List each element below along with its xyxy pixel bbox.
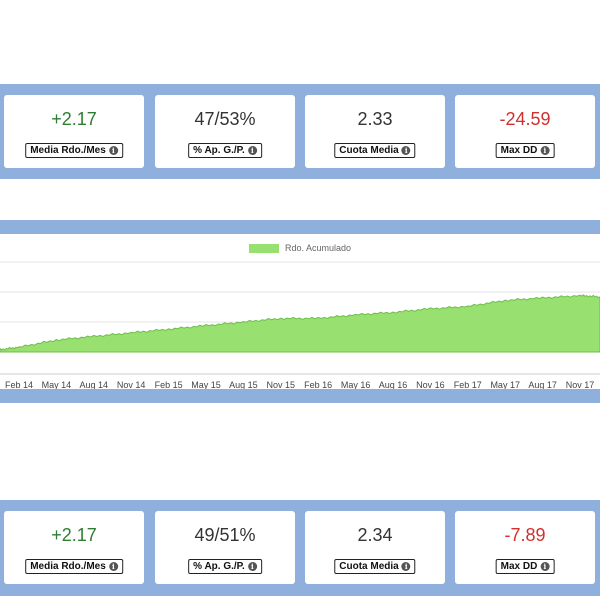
info-icon[interactable]: i: [540, 146, 550, 155]
x-tick-label: Nov 16: [416, 380, 445, 389]
x-tick-label: May 14: [42, 380, 72, 389]
stat-value: 47/53%: [194, 109, 256, 129]
x-tick-label: Nov 14: [117, 380, 146, 389]
legend-swatch: [248, 243, 279, 253]
stat-label: Max DD: [500, 561, 538, 572]
stat-card-cuota: 2.34 Cuota Media i: [305, 511, 445, 584]
chart-card: Feb 14 May 14 Aug 14 Nov 14 Feb 15 May 15 Aug …: [0, 234, 600, 389]
info-icon[interactable]: i: [401, 146, 411, 155]
stat-label-button[interactable]: Max DD i: [495, 559, 555, 574]
stat-label-button[interactable]: Media Rdo./Mes i: [25, 143, 123, 158]
stat-label: Media Rdo./Mes: [30, 561, 106, 572]
x-tick-label: Nov 15: [267, 380, 296, 389]
x-tick-label: Nov 17: [566, 380, 595, 389]
stat-card-aciertos: 47/53% % Ap. G./P. i: [155, 95, 295, 168]
stat-card-cuota: 2.33 Cuota Media i: [305, 95, 445, 168]
stats-panel-bottom: +2.17 Media Rdo./Mes i 49/51% % Ap. G./P.…: [0, 500, 600, 596]
x-tick-label: Feb 14: [5, 380, 33, 389]
x-tick-label: Aug 15: [229, 380, 258, 389]
x-tick-label: Feb 15: [155, 380, 183, 389]
stat-label: Cuota Media: [339, 145, 399, 156]
info-icon[interactable]: i: [247, 146, 257, 155]
stat-card-max-dd: -24.59 Max DD i: [455, 95, 595, 168]
x-tick-label: Aug 14: [80, 380, 109, 389]
area-chart: Feb 14 May 14 Aug 14 Nov 14 Feb 15 May 15 Aug …: [0, 261, 600, 389]
info-icon[interactable]: i: [108, 562, 118, 571]
stat-label: Max DD: [500, 145, 538, 156]
x-tick-label: Aug 17: [528, 380, 557, 389]
x-tick-label: May 17: [490, 380, 520, 389]
stat-value: 2.34: [357, 525, 393, 545]
series-area-rdo-acumulado[interactable]: [0, 294, 600, 353]
info-icon[interactable]: i: [108, 146, 118, 155]
info-icon[interactable]: i: [540, 562, 550, 571]
legend-label: Rdo. Acumulado: [284, 243, 352, 253]
x-tick-label: Feb 17: [454, 380, 482, 389]
stat-card-aciertos: 49/51% % Ap. G./P. i: [155, 511, 295, 584]
stat-card-media-rdo: +2.17 Media Rdo./Mes i: [4, 511, 144, 584]
stat-value: -7.89: [504, 525, 546, 545]
stats-panel-top: +2.17 Media Rdo./Mes i 47/53% % Ap. G./P.…: [0, 84, 600, 179]
x-tick-label: May 16: [341, 380, 371, 389]
x-tick-label: Feb 16: [304, 380, 332, 389]
stat-label-button[interactable]: Cuota Media i: [334, 559, 416, 574]
stat-label-button[interactable]: Media Rdo./Mes i: [25, 559, 123, 574]
stat-value: 2.33: [357, 109, 393, 129]
x-tick-label: Aug 16: [379, 380, 408, 389]
stat-label: Media Rdo./Mes: [30, 145, 106, 156]
stat-label-button[interactable]: Max DD i: [495, 143, 555, 158]
stat-value: -24.59: [499, 109, 551, 129]
stat-label: Cuota Media: [339, 561, 399, 572]
stat-label-button[interactable]: % Ap. G./P. i: [188, 559, 262, 574]
stat-label-button[interactable]: % Ap. G./P. i: [188, 143, 262, 158]
stat-label: % Ap. G./P.: [193, 561, 245, 572]
stat-value: 49/51%: [194, 525, 256, 545]
info-icon[interactable]: i: [401, 562, 411, 571]
chart-legend[interactable]: Rdo. Acumulado: [0, 243, 600, 253]
stat-label-button[interactable]: Cuota Media i: [334, 143, 416, 158]
x-tick-label: May 15: [191, 380, 221, 389]
stat-value: +2.17: [51, 525, 97, 545]
stat-card-max-dd: -7.89 Max DD i: [455, 511, 595, 584]
stat-card-media-rdo: +2.17 Media Rdo./Mes i: [4, 95, 144, 168]
stat-label: % Ap. G./P.: [193, 145, 245, 156]
stat-value: +2.17: [51, 109, 97, 129]
chart-panel: Feb 14 May 14 Aug 14 Nov 14 Feb 15 May 15 Aug …: [0, 220, 600, 403]
info-icon[interactable]: i: [247, 562, 257, 571]
